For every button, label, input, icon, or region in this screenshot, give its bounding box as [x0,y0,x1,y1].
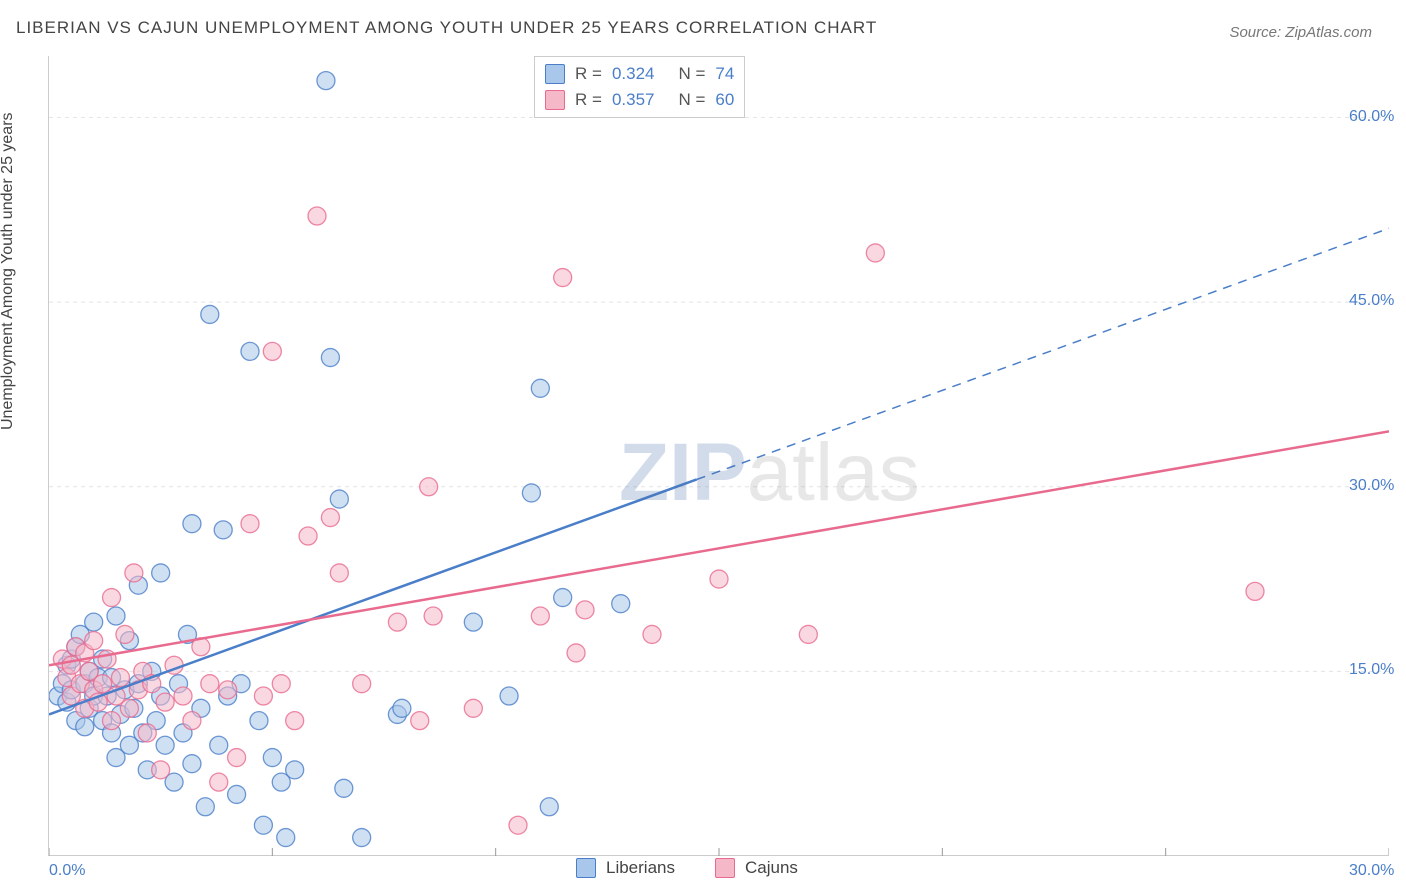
swatch-cajuns [545,90,565,110]
swatch-liberians [545,64,565,84]
n-label: N = [678,61,705,87]
stats-row-cajuns: R = 0.357 N = 60 [545,87,734,113]
n-label: N = [678,87,705,113]
chart-title: LIBERIAN VS CAJUN UNEMPLOYMENT AMONG YOU… [16,18,877,38]
plot-area: ZIPatlas 15.0%30.0%45.0%60.0%0.0%30.0% [48,56,1388,856]
legend-label-liberians: Liberians [606,858,675,878]
correlation-stats-box: R = 0.324 N = 74 R = 0.357 N = 60 [534,56,745,118]
y-tick-label: 15.0% [1349,661,1394,679]
legend-item-liberians: Liberians [576,858,675,878]
y-tick-label: 60.0% [1349,108,1394,126]
x-tick-label: 0.0% [49,862,85,880]
r-value-cajuns: 0.357 [612,87,655,113]
legend-item-cajuns: Cajuns [715,858,798,878]
legend-swatch-liberians [576,858,596,878]
chart-source: Source: ZipAtlas.com [1229,24,1372,41]
x-tick-label: 30.0% [1349,862,1394,880]
r-label: R = [575,61,602,87]
chart-svg [49,56,1389,856]
r-label: R = [575,87,602,113]
legend: Liberians Cajuns [576,858,798,878]
legend-label-cajuns: Cajuns [745,858,798,878]
r-value-liberians: 0.324 [612,61,655,87]
n-value-liberians: 74 [715,61,734,87]
n-value-cajuns: 60 [715,87,734,113]
legend-swatch-cajuns [715,858,735,878]
y-tick-label: 30.0% [1349,477,1394,495]
stats-row-liberians: R = 0.324 N = 74 [545,61,734,87]
y-tick-label: 45.0% [1349,292,1394,310]
y-axis-label: Unemployment Among Youth under 25 years [0,112,17,430]
